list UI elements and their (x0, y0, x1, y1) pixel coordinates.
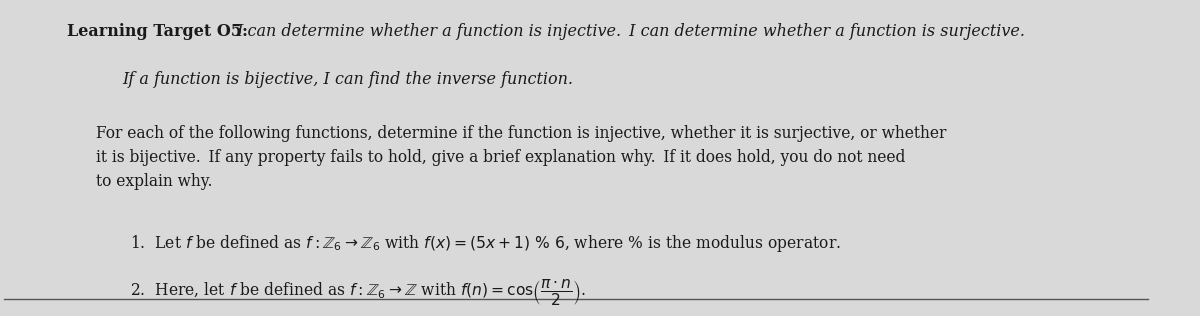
Text: If a function is bijective, I can find the inverse function.: If a function is bijective, I can find t… (122, 70, 572, 88)
Text: Learning Target O5:: Learning Target O5: (67, 23, 248, 40)
Text: For each of the following functions, determine if the function is injective, whe: For each of the following functions, det… (96, 125, 946, 190)
Text: 1.  Let $f$ be defined as $f : \mathbb{Z}_6 \rightarrow \mathbb{Z}_6$ with $f(x): 1. Let $f$ be defined as $f : \mathbb{Z}… (130, 233, 841, 254)
Text: 2.  Here, let $f$ be defined as $f : \mathbb{Z}_6 \rightarrow \mathbb{Z}$ with $: 2. Here, let $f$ be defined as $f : \mat… (130, 278, 586, 308)
Text: I can determine whether a function is injective. I can determine whether a funct: I can determine whether a function is in… (236, 23, 1025, 40)
